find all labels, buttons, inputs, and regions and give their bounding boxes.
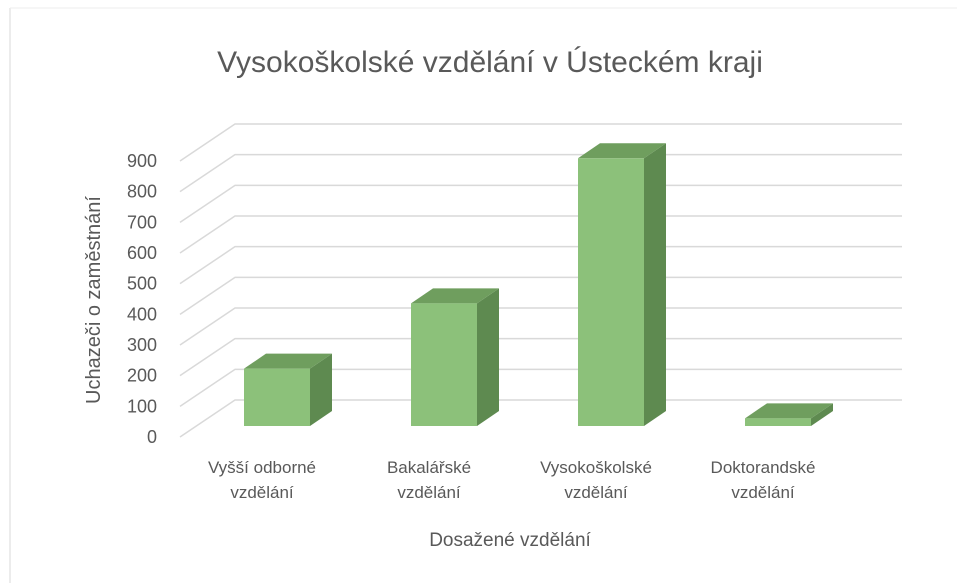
y-tick-label: 600 bbox=[127, 243, 157, 263]
y-tick-label: 0 bbox=[147, 427, 157, 447]
bar-side bbox=[644, 143, 666, 426]
bar-side bbox=[310, 353, 332, 426]
grid-line bbox=[179, 399, 902, 438]
grid-line bbox=[179, 245, 902, 285]
y-axis-title: Uchazeči o zaměstnání bbox=[83, 196, 105, 404]
x-tick-label: Vysokoškolské vzdělání bbox=[540, 458, 652, 502]
grid-line bbox=[179, 123, 902, 162]
y-tick-label: 500 bbox=[127, 274, 157, 294]
bar bbox=[745, 403, 833, 426]
bar-top bbox=[411, 288, 499, 304]
grid-line bbox=[179, 368, 902, 407]
y-tick-label: 800 bbox=[127, 182, 157, 202]
grid-line bbox=[179, 184, 902, 223]
grid-line bbox=[179, 337, 902, 377]
y-tick-label: 300 bbox=[127, 335, 157, 355]
bar bbox=[578, 143, 666, 426]
bar-side bbox=[477, 288, 499, 426]
y-tick-label: 900 bbox=[127, 151, 157, 171]
x-tick-label: Doktorandské vzdělání bbox=[710, 458, 816, 502]
grid-line bbox=[179, 276, 902, 315]
bar-top bbox=[244, 353, 332, 369]
bar-front bbox=[411, 303, 477, 426]
y-tick-label: 100 bbox=[127, 396, 157, 416]
x-axis-title: Dosažené vzdělání bbox=[429, 530, 591, 551]
bar bbox=[244, 353, 332, 426]
grid-line bbox=[179, 307, 902, 346]
bar bbox=[411, 288, 499, 426]
chart-title: Vysokoškolské vzdělání v Ústeckém kraji bbox=[217, 46, 763, 79]
y-tick-label: 700 bbox=[127, 212, 157, 232]
y-tick-label: 400 bbox=[127, 304, 157, 324]
bar-front bbox=[745, 418, 811, 426]
bar-top bbox=[745, 403, 833, 419]
x-tick-label: Bakalářské vzdělání bbox=[386, 458, 472, 502]
bar-side bbox=[811, 403, 833, 426]
bar-front bbox=[244, 368, 310, 426]
grid-line bbox=[179, 153, 902, 193]
y-tick-label: 200 bbox=[127, 366, 157, 386]
bar-front bbox=[578, 158, 644, 426]
bar-top bbox=[578, 143, 666, 159]
x-tick-label: Vyšší odborné vzdělání bbox=[207, 458, 317, 502]
grid-line bbox=[179, 215, 902, 254]
